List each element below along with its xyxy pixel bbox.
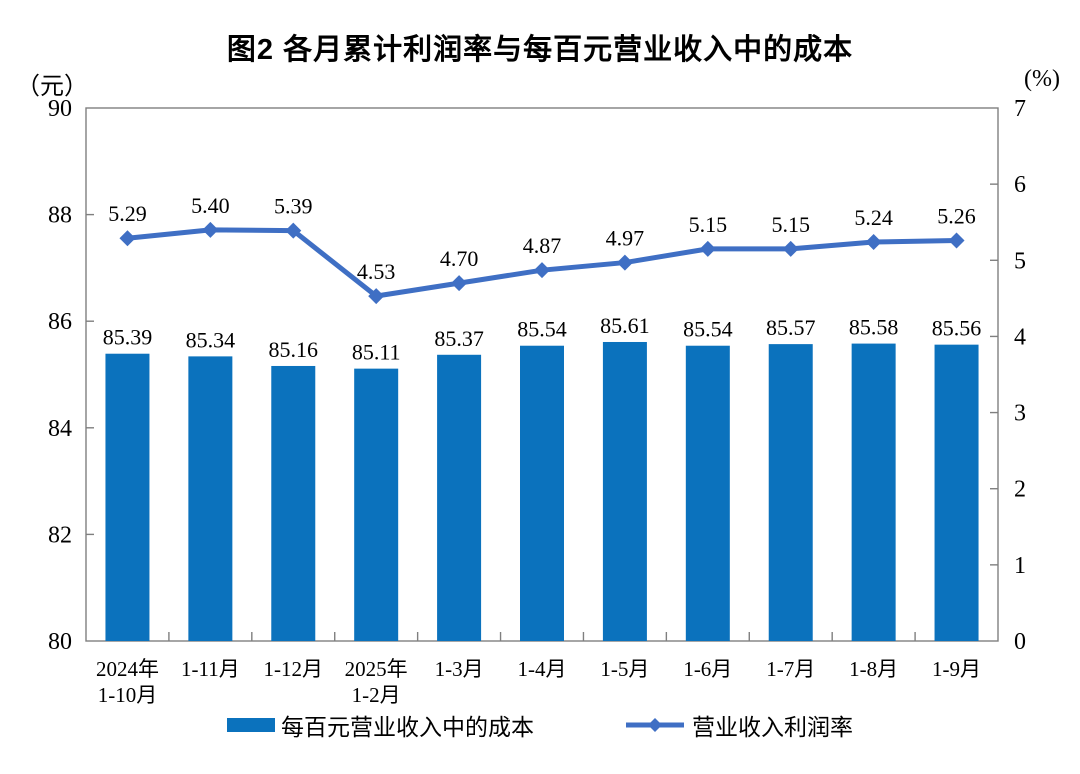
y-axis-right-tick-label: 1 [1014, 553, 1026, 579]
cost-bar-label: 85.56 [932, 316, 982, 341]
profit-line-label: 4.53 [357, 259, 396, 284]
profit-line-marker [948, 232, 965, 249]
cost-bar [354, 368, 399, 641]
left-axis-unit-label: （元） [16, 74, 88, 100]
profit-line-label: 5.40 [191, 193, 230, 218]
profit-line-label: 5.39 [274, 194, 313, 219]
cost-bar-label: 85.57 [766, 315, 816, 340]
y-axis-right-tick-label: 0 [1014, 629, 1026, 655]
x-axis-category-label: 1-5月 [600, 657, 649, 681]
cost-bar [685, 345, 730, 641]
y-axis-right-tick-label: 2 [1014, 477, 1026, 503]
cost-bar [851, 343, 896, 641]
profit-line-marker [451, 275, 468, 292]
profit-line-label: 5.24 [854, 205, 893, 230]
cost-bar-label: 85.54 [683, 317, 733, 342]
profit-line-label: 5.29 [108, 201, 147, 226]
cost-bar-label: 85.54 [517, 317, 567, 342]
x-axis-category-label: 1-7月 [766, 657, 815, 681]
x-axis-category-label: 2025年 [345, 657, 408, 681]
profit-line-marker [119, 230, 136, 247]
cost-bar [934, 344, 979, 641]
profit-line-label: 4.70 [440, 246, 479, 271]
cost-bar [520, 345, 564, 641]
cost-bar-label: 85.11 [352, 340, 401, 365]
cost-bar-label: 85.61 [600, 313, 650, 338]
cost-bar-label: 85.39 [103, 325, 153, 350]
profit-line-marker [782, 240, 799, 257]
profit-line-marker [699, 240, 716, 257]
cost-bar-label: 85.58 [849, 315, 899, 340]
x-axis-category-label: 1-8月 [849, 657, 898, 681]
profit-line-marker [202, 221, 219, 238]
cost-bar-label: 85.34 [186, 327, 236, 352]
x-axis-category-label: 1-10月 [98, 683, 158, 706]
x-axis-category-label: 1-3月 [435, 657, 484, 681]
legend-label-cost: 每百元营业收入中的成本 [281, 715, 534, 740]
x-axis-category-label: 1-12月 [264, 657, 324, 681]
legend-label-profit: 营业收入利润率 [692, 715, 853, 740]
y-axis-right-tick-label: 7 [1014, 96, 1026, 122]
x-axis-category-label: 1-4月 [518, 657, 567, 681]
legend-item-profit: 营业收入利润率 [624, 708, 853, 742]
profit-line-marker [368, 288, 385, 305]
cost-bar-label: 85.37 [434, 326, 484, 351]
y-axis-left-tick-label: 80 [48, 629, 72, 655]
x-axis-category-label: 1-11月 [181, 657, 240, 681]
line-series-swatch [626, 718, 684, 732]
cost-bar [437, 354, 482, 641]
x-axis-category-label: 1-2月 [352, 683, 401, 706]
y-axis-left-tick-label: 84 [48, 416, 72, 442]
cost-bar [188, 356, 233, 641]
y-axis-left-tick-label: 88 [48, 203, 72, 229]
cost-bar-label: 85.16 [269, 337, 319, 362]
profit-line-marker [534, 262, 550, 279]
x-axis-category-label: 2024年 [96, 657, 159, 681]
bar-series-swatch [227, 718, 275, 732]
y-axis-left-tick-label: 90 [48, 96, 72, 122]
cost-bar [271, 365, 316, 641]
cost-bar [768, 344, 813, 641]
legend-item-cost: 每百元营业收入中的成本 [227, 708, 534, 742]
right-axis-unit-label: (%) [1024, 66, 1060, 92]
profit-line-label: 5.26 [937, 203, 976, 228]
profit-line-label: 4.97 [606, 226, 645, 251]
profit-line-label: 5.15 [689, 212, 728, 237]
chart-title: 图2 各月累计利润率与每百元营业收入中的成本 [226, 34, 854, 66]
chart-legend: 每百元营业收入中的成本 营业收入利润率 [0, 708, 1080, 742]
y-axis-left-tick-label: 86 [48, 309, 72, 335]
profit-line-marker [616, 254, 633, 271]
x-axis-category-label: 1-9月 [932, 657, 981, 681]
y-axis-right-tick-label: 4 [1014, 324, 1026, 350]
cost-bar [602, 341, 647, 641]
profit-line-label: 4.87 [523, 233, 562, 258]
profit-line-marker [285, 222, 302, 239]
cost-bar [105, 353, 150, 641]
y-axis-right-tick-label: 3 [1014, 401, 1026, 427]
profit-line-label: 5.15 [771, 212, 810, 237]
y-axis-right-tick-label: 6 [1014, 172, 1026, 198]
y-axis-right-tick-label: 5 [1014, 248, 1026, 274]
profit-line-marker [865, 234, 882, 251]
x-axis-category-label: 1-6月 [683, 657, 732, 681]
y-axis-left-tick-label: 82 [48, 522, 72, 548]
